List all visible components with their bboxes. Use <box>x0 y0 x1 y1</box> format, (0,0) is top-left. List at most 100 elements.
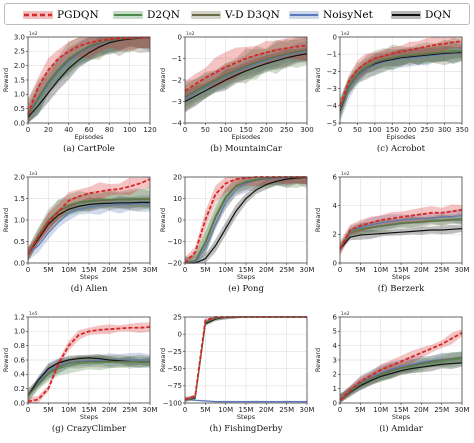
x-tick-label: 0 <box>183 266 187 274</box>
y-tick-label: −2 <box>327 68 337 76</box>
x-tick-label: 20M <box>414 266 429 274</box>
y-scale-label: 1e2 <box>341 311 350 317</box>
x-tick-label: 10M <box>61 406 76 414</box>
y-tick-label: −4 <box>327 102 338 110</box>
chart-panel: 0 50 100 150 200 250 300 350 −5 −4 −3 −2 −1 0 1e2 Episo… <box>314 31 469 154</box>
legend-item: V-D D3QN <box>191 7 280 22</box>
series-line <box>27 201 150 255</box>
series-line <box>339 209 463 250</box>
y-tick-label: 3.0 <box>14 33 25 41</box>
y-scale-label: 1e2 <box>341 31 350 37</box>
series-band <box>340 351 462 403</box>
panel-caption: (h) FishingDerby <box>209 423 282 434</box>
y-tick-label: 5 <box>333 328 337 336</box>
x-tick-label: 150 <box>239 126 252 134</box>
y-tick-label: −1 <box>327 51 337 59</box>
series-band <box>28 37 150 123</box>
y-tick-label: 0.5 <box>14 238 25 246</box>
series-band <box>185 177 307 263</box>
y-tick-label: 0.5 <box>14 105 25 113</box>
series-line <box>339 40 463 107</box>
x-tick-label: 200 <box>403 126 416 134</box>
y-tick-label: 25 <box>173 313 182 321</box>
legend-label: V-D D3QN <box>225 8 280 21</box>
x-tick-label: 20M <box>102 406 117 414</box>
panel-caption: (i) Amidar <box>379 423 423 434</box>
x-axis-label: Steps <box>80 273 99 281</box>
y-tick-label: −4 <box>172 119 183 127</box>
y-scale-label: 1e2 <box>341 171 350 177</box>
legend-item: PGDQN <box>23 7 99 22</box>
series-line <box>339 215 463 249</box>
x-tick-label: 15M <box>82 266 97 274</box>
y-tick-label: −50 <box>167 365 182 373</box>
y-tick-label: 0.4 <box>14 371 26 379</box>
legend-swatch <box>391 10 421 19</box>
x-tick-label: 10M <box>218 406 233 414</box>
series-band <box>185 177 307 263</box>
series-line <box>339 331 463 401</box>
x-tick-label: 300 <box>300 126 313 134</box>
y-tick-label: 1.0 <box>14 216 25 224</box>
series-band <box>185 47 307 113</box>
y-tick-label: 6 <box>333 313 338 321</box>
y-tick-label: 3 <box>333 356 337 364</box>
y-tick-label: −1 <box>172 55 182 63</box>
x-tick-label: 30M <box>143 406 158 414</box>
y-axis-label: Reward <box>314 68 322 92</box>
series-band <box>340 351 462 403</box>
series-band <box>185 177 307 263</box>
x-tick-label: 30M <box>455 406 470 414</box>
y-axis-label: Reward <box>2 348 10 372</box>
x-tick-label: 20 <box>44 126 53 134</box>
y-tick-label: 0 <box>178 331 182 339</box>
x-axis-label: Episodes <box>232 133 262 141</box>
series-band <box>340 37 462 112</box>
y-axis-label: Reward <box>159 68 167 92</box>
series-line <box>339 356 463 401</box>
x-tick-label: 5M <box>355 406 366 414</box>
series-band <box>340 358 462 403</box>
y-tick-label: 0 <box>178 216 182 224</box>
x-tick-label: 0 <box>26 266 30 274</box>
x-tick-label: 40 <box>64 126 73 134</box>
x-tick-label: 15M <box>239 406 254 414</box>
y-scale-label: 1e5 <box>29 311 38 317</box>
panel-caption: (g) CrazyClimber <box>52 423 127 434</box>
y-tick-label: −100 <box>163 399 182 407</box>
series-line <box>339 228 463 250</box>
legend-label: DQN <box>425 8 452 21</box>
y-scale-label: 1e2 <box>186 31 195 37</box>
y-tick-label: −10 <box>167 238 182 246</box>
x-tick-label: 20M <box>259 266 274 274</box>
x-axis-label: Episodes <box>75 133 105 141</box>
x-tick-label: 5M <box>355 266 366 274</box>
y-tick-label: 1.0 <box>14 328 25 336</box>
y-tick-label: 6 <box>333 173 338 181</box>
y-tick-label: 1.5 <box>14 76 25 84</box>
x-tick-label: 30M <box>143 266 158 274</box>
legend-label: PGDQN <box>57 8 99 21</box>
x-tick-label: 60 <box>85 126 94 134</box>
y-tick-label: 0.6 <box>14 356 26 364</box>
legend-swatch <box>289 10 319 19</box>
y-tick-label: 1.5 <box>14 195 25 203</box>
series-line <box>27 203 150 255</box>
y-tick-label: −75 <box>167 382 182 390</box>
series-band <box>185 177 307 263</box>
y-axis-label: Reward <box>159 208 167 232</box>
y-tick-label: 0 <box>333 399 337 407</box>
x-axis-label: Steps <box>392 413 411 421</box>
y-tick-label: 0.2 <box>14 385 25 393</box>
legend-item: DQN <box>391 7 451 22</box>
y-tick-label: −25 <box>167 348 182 356</box>
series-line <box>27 197 150 255</box>
chart-panel: 0 5M 10M 15M 20M 25M 30M 0 2 4 6 1e2 Steps Reward (f) … <box>314 171 469 294</box>
chart-panel: 0 5M 10M 15M 20M 25M 30M −20 −10 0 10 20 Steps Reward… <box>159 173 314 294</box>
y-tick-label: 2.0 <box>14 62 25 70</box>
x-tick-label: 100 <box>219 126 232 134</box>
y-tick-label: 4 <box>333 202 338 210</box>
series-band <box>28 187 150 262</box>
y-scale-label: 1e2 <box>29 31 38 37</box>
y-tick-label: 0.8 <box>14 342 25 350</box>
